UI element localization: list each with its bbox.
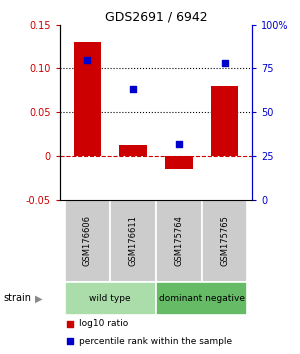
- Point: [131, 87, 136, 92]
- Point: [176, 141, 181, 147]
- Text: log10 ratio: log10 ratio: [79, 319, 128, 328]
- Bar: [202, 200, 247, 282]
- Text: strain: strain: [3, 293, 31, 303]
- Point: [67, 321, 72, 326]
- Bar: [156, 282, 247, 315]
- Point: [85, 57, 90, 63]
- Text: GSM176611: GSM176611: [129, 216, 138, 267]
- Bar: [110, 200, 156, 282]
- Text: dominant negative: dominant negative: [159, 294, 245, 303]
- Text: GSM175764: GSM175764: [174, 216, 183, 267]
- Title: GDS2691 / 6942: GDS2691 / 6942: [105, 11, 207, 24]
- Text: ▶: ▶: [34, 293, 42, 303]
- Point: [222, 61, 227, 66]
- Bar: [65, 200, 110, 282]
- Bar: [165, 156, 193, 169]
- Text: percentile rank within the sample: percentile rank within the sample: [79, 337, 232, 346]
- Text: GSM176606: GSM176606: [83, 216, 92, 267]
- Bar: [211, 86, 238, 156]
- Text: GSM175765: GSM175765: [220, 216, 229, 267]
- Bar: [119, 145, 147, 156]
- Bar: [74, 42, 101, 156]
- Point: [67, 339, 72, 344]
- Text: wild type: wild type: [89, 294, 131, 303]
- Bar: [65, 282, 156, 315]
- Bar: [156, 200, 202, 282]
